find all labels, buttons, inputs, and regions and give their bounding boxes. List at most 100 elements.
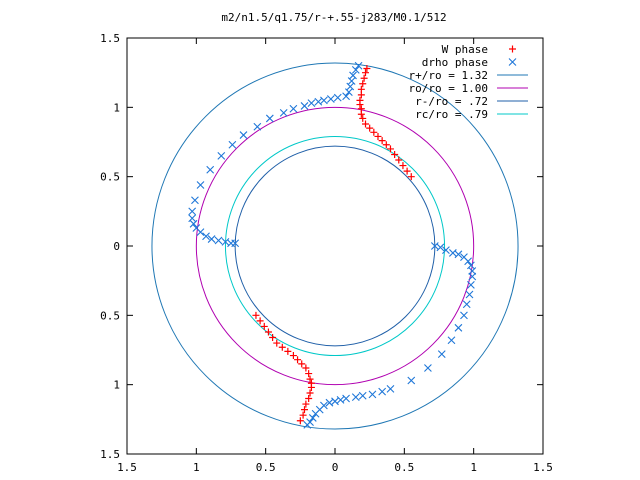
w-phase-point: [273, 339, 281, 347]
x-tick-label: 1.5: [117, 461, 137, 474]
drho-phase-point: [460, 311, 468, 320]
w-phase-point: [374, 132, 382, 140]
drho-phase-point: [308, 414, 317, 422]
drho-phase-point: [253, 122, 262, 131]
drho-phase-point: [228, 140, 237, 149]
x-tick-label: 0.5: [256, 461, 276, 474]
chart-title: m2/n1.5/q1.75/r-+.55-j283/M0.1/512: [221, 11, 446, 24]
y-tick-label: 0: [113, 240, 120, 253]
drho-phase-point: [206, 165, 215, 174]
w-phase-point: [260, 322, 268, 330]
phase-markers: [188, 61, 477, 429]
drho-phase-point: [202, 232, 210, 241]
drho-phase-point: [214, 236, 223, 245]
drho-phase-point: [442, 246, 450, 255]
w-phase-point: [359, 80, 367, 88]
w-phase-point: [306, 375, 314, 383]
drho-phase-point: [344, 88, 353, 96]
radius-circle: [151, 62, 519, 430]
radius-circle: [195, 106, 475, 386]
w-phase-point: [296, 417, 304, 425]
w-phase-point: [382, 141, 390, 149]
w-phase-point: [294, 356, 302, 364]
x-tick-label: 1.5: [533, 461, 553, 474]
w-phase-point: [359, 114, 367, 122]
drho-phase-point: [279, 108, 288, 117]
drho-phase-point: [307, 99, 316, 108]
w-phase-point: [299, 411, 307, 419]
legend-label: rc/ro = .79: [415, 108, 488, 121]
x-tick-label: 0: [332, 461, 339, 474]
y-tick-label: 1: [113, 379, 120, 392]
y-tick-label: 1: [113, 101, 120, 114]
drho-phase-point: [467, 280, 475, 289]
drho-phase-point: [231, 239, 240, 248]
w-phase-point: [363, 65, 371, 73]
drho-phase-point: [326, 95, 335, 103]
w-phase-point: [391, 150, 399, 158]
legend-label: W phase: [442, 43, 488, 56]
drho-phase-point: [386, 384, 395, 393]
drho-phase-point: [265, 114, 274, 123]
w-phase-point: [395, 156, 403, 164]
w-phase-point: [300, 406, 308, 414]
w-phase-point: [399, 162, 407, 170]
x-tick-label: 0.5: [394, 461, 414, 474]
drho-phase-point: [358, 391, 367, 400]
w-phase-point: [378, 137, 386, 145]
w-phase-point: [366, 124, 374, 132]
radius-circles: [151, 62, 519, 430]
w-phase-point: [403, 167, 411, 175]
w-phase-point: [307, 383, 315, 391]
drho-phase-point: [462, 300, 471, 309]
w-phase-point: [302, 364, 310, 372]
drho-phase-point: [436, 243, 445, 252]
w-phase-point: [278, 343, 286, 351]
drho-phase-point: [300, 102, 309, 110]
drho-phase-point: [447, 336, 456, 345]
w-phase-point: [356, 96, 364, 104]
y-tick-label: 1.5: [100, 448, 120, 461]
w-phase-point: [306, 389, 314, 397]
drho-phase-point: [196, 181, 205, 189]
drho-phase-point: [454, 323, 463, 332]
w-phase-point: [264, 328, 272, 336]
drho-phase-point: [188, 207, 197, 216]
legend-label: drho phase: [422, 56, 488, 69]
drho-phase-point: [314, 97, 323, 106]
drho-phase-point: [196, 228, 205, 237]
drho-phase-point: [424, 364, 432, 372]
drho-phase-point: [464, 257, 473, 266]
y-tick-label: 0.5: [100, 309, 120, 322]
w-phase-point: [284, 347, 292, 355]
axes-group: 1.5 1 0.5 0 0.5 1 1.51.510.500.511.5: [100, 32, 553, 474]
drho-phase-point: [191, 196, 199, 205]
y-tick-label: 1.5: [100, 32, 120, 45]
drho-phase-point: [378, 387, 387, 396]
legend-label: r+/ro = 1.32: [409, 69, 488, 82]
w-phase-point: [256, 317, 264, 325]
drho-phase-point: [333, 93, 342, 102]
w-phase-point: [386, 145, 394, 153]
w-phase-point: [302, 400, 310, 408]
drho-phase-point: [354, 61, 363, 70]
w-phase-point: [370, 128, 378, 136]
drho-phase-point: [311, 409, 320, 418]
legend-label: ro/ro = 1.00: [409, 82, 488, 95]
drho-phase-point: [454, 250, 463, 259]
drho-phase-point: [342, 92, 350, 101]
drho-phase-point: [368, 390, 377, 399]
drho-phase-point: [351, 66, 360, 74]
drho-phase-point: [303, 420, 312, 429]
drho-phase-point: [351, 393, 360, 402]
w-phase-point: [362, 69, 370, 77]
w-phase-point: [357, 85, 365, 93]
w-phase-point: [269, 334, 277, 342]
w-phase-point: [360, 74, 368, 82]
drho-phase-point: [407, 376, 416, 385]
y-tick-label: 0.5: [100, 171, 120, 184]
w-phase-point: [252, 311, 260, 319]
drho-phase-point: [325, 398, 334, 407]
